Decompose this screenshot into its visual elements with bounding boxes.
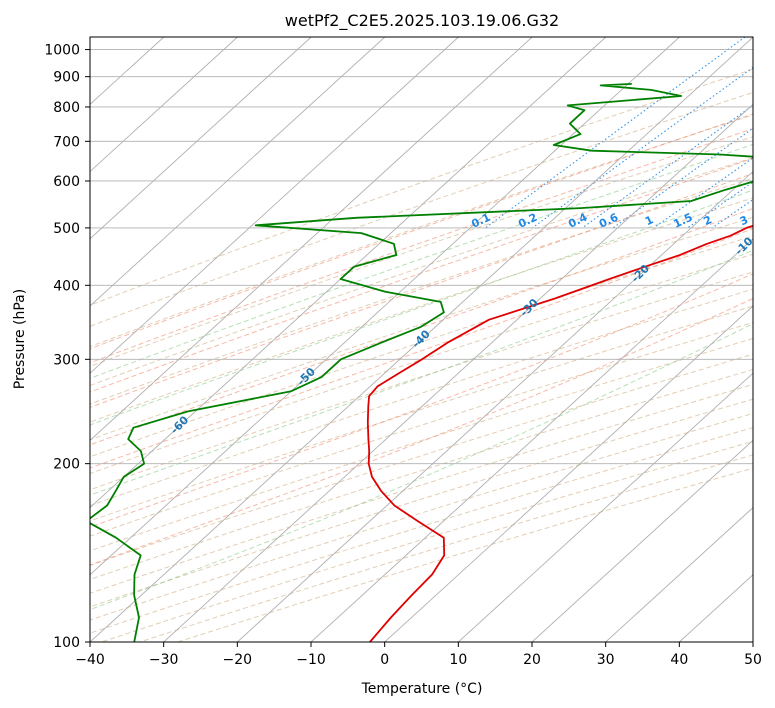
moist-adiabat bbox=[90, 273, 753, 528]
mixing-ratio-line bbox=[748, 224, 753, 229]
y-tick-label: 800 bbox=[53, 100, 80, 116]
moist-adiabat bbox=[90, 172, 753, 409]
dry-adiabat bbox=[90, 68, 753, 306]
x-tick-label: 50 bbox=[744, 652, 762, 668]
y-tick-label: 600 bbox=[53, 174, 80, 190]
dry-adiabat bbox=[90, 321, 753, 537]
isotherm-line bbox=[384, 305, 753, 642]
moist-adiabat bbox=[90, 323, 753, 611]
isotherm-line bbox=[237, 170, 753, 642]
moist-adiabat bbox=[90, 297, 753, 566]
x-tick-label: 30 bbox=[597, 652, 615, 668]
y-tick-label: 200 bbox=[53, 457, 80, 473]
moist-adiabat bbox=[90, 189, 753, 426]
x-axis-label: Temperature (°C) bbox=[361, 681, 483, 697]
dewpoint-line bbox=[90, 83, 753, 642]
x-tick-label: 20 bbox=[523, 652, 541, 668]
dry-adiabat bbox=[90, 369, 753, 580]
y-tick-label: 400 bbox=[53, 278, 80, 294]
x-tick-label: 10 bbox=[449, 652, 467, 668]
isotherm-line bbox=[531, 439, 753, 642]
mixing-ratio-label: 3 bbox=[738, 213, 750, 228]
temperature-line bbox=[366, 224, 753, 642]
isotherm-line bbox=[90, 37, 680, 576]
isotherm-line bbox=[163, 103, 753, 642]
y-tick-label: 500 bbox=[53, 221, 80, 237]
chart-title: wetPf2_C2E5.2025.103.19.06.G32 bbox=[285, 11, 559, 31]
isotherm-line bbox=[458, 372, 753, 642]
y-tick-label: 300 bbox=[53, 352, 80, 368]
x-tick-label: −30 bbox=[149, 652, 179, 668]
isotherm-line bbox=[90, 37, 607, 509]
isotherm-line bbox=[752, 641, 753, 642]
x-tick-label: −10 bbox=[296, 652, 326, 668]
plot-area: -100-90-80-70-60-50-40-30-20-100.10.20.4… bbox=[31, 37, 775, 642]
y-tick-label: 900 bbox=[53, 70, 80, 86]
mixing-ratio-line bbox=[531, 66, 753, 229]
dry-adiabat bbox=[90, 337, 753, 552]
y-axis: 100 200 300 400 500 600 700 800 900 1000 bbox=[44, 43, 90, 651]
y-tick-label: 1000 bbox=[44, 43, 80, 59]
moist-adiabat bbox=[90, 143, 753, 379]
y-tick-label: 100 bbox=[53, 635, 80, 651]
mixing-ratio-line bbox=[485, 37, 746, 229]
dry-adiabat bbox=[101, 440, 753, 642]
dry-adiabat bbox=[90, 114, 753, 348]
dry-adiabat bbox=[90, 177, 753, 405]
isotherm-line bbox=[90, 37, 312, 240]
x-axis: −40 −30 −20 −10 0 10 20 30 40 50 bbox=[75, 642, 762, 668]
x-tick-label: −40 bbox=[75, 652, 105, 668]
y-tick-label: 700 bbox=[53, 134, 80, 150]
isotherm-line bbox=[310, 238, 753, 642]
y-axis-label: Pressure (hPa) bbox=[12, 289, 28, 389]
moist-adiabat bbox=[90, 207, 753, 446]
x-tick-label: 40 bbox=[670, 652, 688, 668]
mixing-ratio-label: 4 bbox=[764, 213, 775, 228]
plot-frame bbox=[89, 36, 754, 643]
series-lines bbox=[90, 83, 753, 642]
moist-adiabat bbox=[90, 227, 753, 469]
x-tick-label: −20 bbox=[223, 652, 253, 668]
dry-adiabat bbox=[177, 467, 753, 642]
moist-adiabat bbox=[90, 113, 753, 350]
dry-adiabat bbox=[90, 305, 753, 522]
isotherm-line bbox=[90, 37, 238, 173]
mixing-ratio-label: 1 bbox=[643, 213, 655, 228]
mixing-ratio-label: 2 bbox=[702, 213, 714, 228]
dry-adiabat bbox=[139, 454, 753, 642]
isotherm-line bbox=[90, 37, 753, 642]
line-labels: -100-90-80-70-60-50-40-30-20-100.10.20.4… bbox=[31, 211, 775, 494]
gridlines bbox=[90, 37, 753, 642]
isotherm-label: -70 bbox=[31, 471, 54, 494]
dry-adiabat bbox=[90, 353, 753, 566]
isotherm-line bbox=[90, 37, 459, 374]
x-tick-label: 0 bbox=[380, 652, 389, 668]
isotherm-line bbox=[90, 37, 386, 307]
isotherm-line bbox=[90, 37, 533, 441]
dry-adiabat bbox=[90, 383, 753, 594]
isotherm-line bbox=[605, 506, 753, 642]
mixing-ratio-line bbox=[653, 157, 753, 229]
